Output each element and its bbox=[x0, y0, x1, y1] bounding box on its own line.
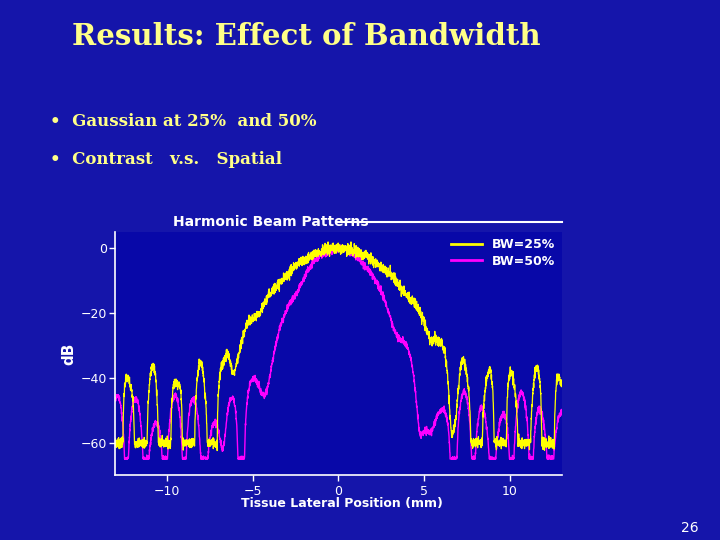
Text: Harmonic Beam Patterns: Harmonic Beam Patterns bbox=[173, 215, 369, 230]
Text: 26: 26 bbox=[681, 521, 698, 535]
Legend: BW=25%, BW=50%: BW=25%, BW=50% bbox=[451, 239, 555, 268]
Text: Tissue Lateral Position (mm): Tissue Lateral Position (mm) bbox=[241, 497, 443, 510]
Y-axis label: dB: dB bbox=[61, 342, 76, 365]
Text: •  Gaussian at 25%  and 50%: • Gaussian at 25% and 50% bbox=[50, 113, 317, 130]
Text: •  Contrast   v.s.   Spatial: • Contrast v.s. Spatial bbox=[50, 151, 282, 168]
Text: Results: Effect of Bandwidth: Results: Effect of Bandwidth bbox=[72, 22, 541, 51]
